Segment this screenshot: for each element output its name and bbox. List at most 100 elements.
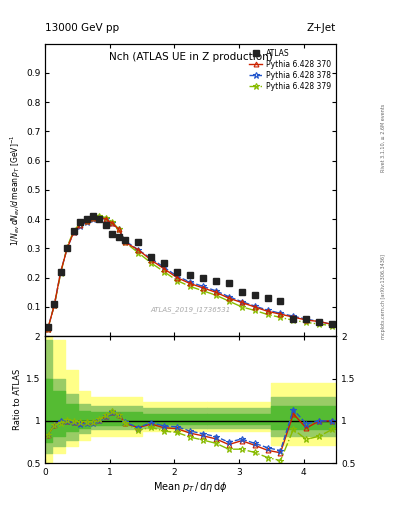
- Pythia 6.428 378: [71, 229, 76, 236]
- Pythia 6.428 378: [97, 215, 102, 221]
- Pythia 6.428 378: [252, 303, 257, 309]
- ATLAS: [213, 278, 218, 284]
- Pythia 6.428 379: [187, 283, 192, 289]
- X-axis label: Mean $p_T\,/\,\mathrm{d}\eta\,\mathrm{d}\phi$: Mean $p_T\,/\,\mathrm{d}\eta\,\mathrm{d}…: [153, 480, 228, 494]
- Pythia 6.428 378: [278, 310, 283, 316]
- Pythia 6.428 379: [110, 219, 115, 225]
- ATLAS: [239, 289, 244, 295]
- ATLAS: [200, 274, 205, 281]
- Pythia 6.428 378: [239, 298, 244, 305]
- Pythia 6.428 378: [174, 273, 179, 279]
- Pythia 6.428 370: [252, 304, 257, 310]
- Line: Pythia 6.428 379: Pythia 6.428 379: [45, 213, 335, 332]
- Pythia 6.428 379: [226, 298, 231, 304]
- ATLAS: [91, 213, 95, 219]
- Pythia 6.428 370: [149, 257, 154, 263]
- Line: Pythia 6.428 378: Pythia 6.428 378: [45, 215, 335, 332]
- Pythia 6.428 370: [136, 247, 141, 253]
- Pythia 6.428 370: [97, 215, 102, 221]
- Pythia 6.428 379: [91, 215, 95, 221]
- Pythia 6.428 379: [97, 213, 102, 219]
- ATLAS: [58, 269, 63, 275]
- ATLAS: [226, 281, 231, 287]
- ATLAS: [116, 233, 121, 240]
- Pythia 6.428 378: [265, 307, 270, 313]
- Pythia 6.428 378: [291, 313, 296, 319]
- Pythia 6.428 370: [46, 326, 50, 332]
- ATLAS: [174, 269, 179, 275]
- ATLAS: [52, 301, 57, 307]
- Pythia 6.428 378: [317, 318, 321, 325]
- Text: Nch (ATLAS UE in Z production): Nch (ATLAS UE in Z production): [109, 52, 272, 62]
- Pythia 6.428 370: [58, 269, 63, 275]
- Pythia 6.428 379: [200, 288, 205, 294]
- Pythia 6.428 370: [78, 222, 83, 228]
- Pythia 6.428 370: [110, 220, 115, 226]
- Pythia 6.428 370: [213, 289, 218, 295]
- ATLAS: [265, 295, 270, 301]
- Pythia 6.428 378: [110, 220, 115, 226]
- ATLAS: [136, 240, 141, 246]
- Text: ATLAS_2019_I1736531: ATLAS_2019_I1736531: [151, 306, 231, 313]
- ATLAS: [149, 254, 154, 260]
- Text: mcplots.cern.ch [arXiv:1306.3436]: mcplots.cern.ch [arXiv:1306.3436]: [381, 254, 386, 339]
- Pythia 6.428 379: [265, 311, 270, 317]
- Line: ATLAS: ATLAS: [45, 214, 335, 330]
- Pythia 6.428 379: [162, 269, 167, 275]
- Pythia 6.428 378: [104, 216, 108, 222]
- Pythia 6.428 378: [65, 245, 70, 251]
- Pythia 6.428 370: [91, 215, 95, 221]
- Pythia 6.428 370: [239, 300, 244, 306]
- Pythia 6.428 370: [291, 314, 296, 320]
- Pythia 6.428 379: [104, 215, 108, 221]
- Pythia 6.428 370: [52, 303, 57, 309]
- ATLAS: [304, 315, 309, 322]
- Pythia 6.428 379: [278, 314, 283, 321]
- Pythia 6.428 379: [65, 244, 70, 250]
- ATLAS: [123, 237, 128, 243]
- ATLAS: [252, 292, 257, 298]
- ATLAS: [291, 315, 296, 322]
- Text: Z+Jet: Z+Jet: [307, 23, 336, 33]
- Pythia 6.428 379: [304, 319, 309, 326]
- Pythia 6.428 379: [239, 304, 244, 310]
- Pythia 6.428 379: [174, 278, 179, 284]
- Pythia 6.428 370: [71, 229, 76, 236]
- Pythia 6.428 378: [187, 279, 192, 285]
- Pythia 6.428 379: [317, 321, 321, 327]
- ATLAS: [330, 322, 334, 328]
- Pythia 6.428 378: [136, 247, 141, 253]
- Pythia 6.428 379: [71, 228, 76, 234]
- ATLAS: [65, 245, 70, 251]
- ATLAS: [162, 260, 167, 266]
- Pythia 6.428 370: [123, 240, 128, 246]
- Legend: ATLAS, Pythia 6.428 370, Pythia 6.428 378, Pythia 6.428 379: ATLAS, Pythia 6.428 370, Pythia 6.428 37…: [247, 47, 332, 92]
- Pythia 6.428 370: [265, 308, 270, 314]
- Pythia 6.428 370: [65, 245, 70, 251]
- Pythia 6.428 379: [78, 220, 83, 226]
- Pythia 6.428 370: [162, 266, 167, 272]
- Pythia 6.428 370: [226, 295, 231, 301]
- Pythia 6.428 378: [91, 216, 95, 222]
- Pythia 6.428 370: [278, 311, 283, 317]
- Line: Pythia 6.428 370: Pythia 6.428 370: [45, 215, 334, 331]
- Pythia 6.428 379: [52, 303, 57, 309]
- ATLAS: [110, 230, 115, 237]
- Text: 13000 GeV pp: 13000 GeV pp: [45, 23, 119, 33]
- Pythia 6.428 379: [213, 292, 218, 298]
- ATLAS: [46, 324, 50, 330]
- Pythia 6.428 379: [123, 240, 128, 246]
- Pythia 6.428 370: [116, 226, 121, 232]
- Pythia 6.428 378: [213, 288, 218, 294]
- Pythia 6.428 378: [304, 316, 309, 322]
- Pythia 6.428 379: [116, 226, 121, 232]
- Pythia 6.428 379: [330, 323, 334, 329]
- ATLAS: [84, 216, 89, 222]
- Pythia 6.428 378: [200, 283, 205, 289]
- ATLAS: [97, 216, 102, 222]
- Pythia 6.428 370: [330, 322, 334, 328]
- Pythia 6.428 379: [58, 270, 63, 276]
- Pythia 6.428 379: [136, 250, 141, 256]
- Pythia 6.428 378: [149, 255, 154, 262]
- Pythia 6.428 378: [84, 219, 89, 225]
